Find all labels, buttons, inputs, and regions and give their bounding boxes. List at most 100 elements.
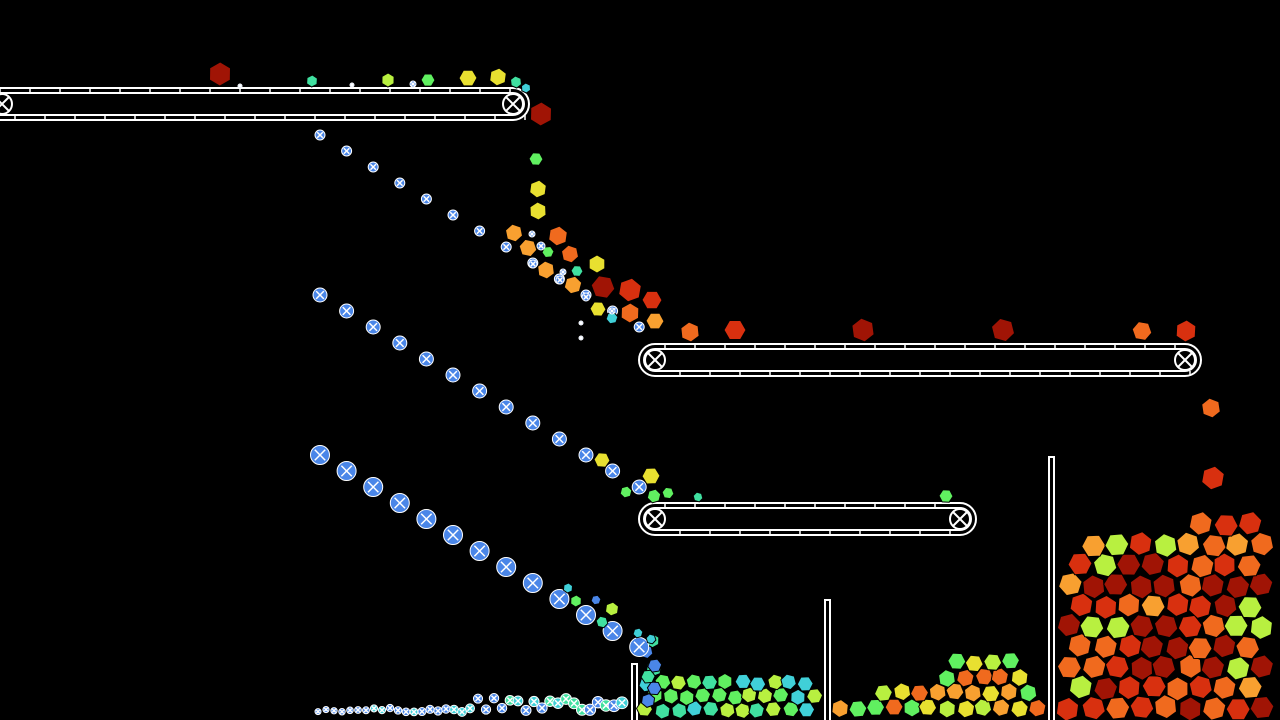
particle — [692, 491, 704, 503]
particle — [1225, 574, 1251, 600]
ball-mark — [422, 354, 431, 364]
particle — [420, 73, 436, 87]
particle — [1154, 694, 1178, 720]
roller-spoke — [0, 96, 10, 108]
particle — [1201, 397, 1221, 419]
particle — [509, 75, 523, 89]
ball-mark — [498, 704, 506, 712]
particle — [702, 700, 720, 717]
roller — [0, 93, 13, 115]
particle — [529, 101, 553, 127]
ball-mark — [238, 84, 242, 88]
particle — [790, 688, 806, 706]
particle — [1249, 654, 1274, 679]
particle — [694, 687, 712, 704]
particle — [1067, 552, 1093, 576]
ball-mark — [371, 705, 377, 711]
ball-mark — [420, 513, 433, 525]
particle — [306, 74, 318, 88]
ball-mark — [530, 698, 538, 705]
particle — [647, 658, 663, 673]
particle — [1055, 696, 1080, 720]
particle — [938, 669, 956, 688]
particle — [686, 700, 703, 717]
particle — [654, 702, 671, 720]
particle — [645, 312, 665, 330]
particle — [678, 689, 695, 707]
particle — [1213, 552, 1236, 578]
particle — [640, 693, 656, 708]
conveyors — [0, 87, 1202, 536]
particle — [1165, 635, 1190, 661]
particle — [903, 698, 921, 718]
roller — [949, 508, 971, 530]
ball-mark — [506, 697, 514, 704]
ball-mark — [635, 323, 643, 331]
particle — [748, 702, 765, 719]
particle — [1130, 655, 1154, 681]
particle — [640, 669, 656, 684]
particle — [595, 615, 609, 629]
particle — [661, 486, 675, 500]
particle — [1237, 511, 1263, 536]
ball-mark — [368, 322, 378, 332]
particle — [831, 699, 849, 719]
ball-mark — [476, 227, 483, 235]
ball-mark — [562, 695, 570, 703]
particle — [1179, 696, 1202, 720]
ball-mark — [403, 709, 409, 715]
particle — [1188, 511, 1213, 536]
ball-mark — [449, 211, 457, 219]
roller — [1174, 349, 1196, 371]
particle — [1129, 614, 1155, 639]
particle — [1118, 633, 1143, 659]
ball-mark — [350, 83, 354, 87]
ball-mark — [502, 243, 510, 251]
ball-mark — [557, 277, 563, 283]
ball-mark — [475, 386, 484, 396]
particle — [1213, 514, 1239, 537]
particle — [1019, 683, 1038, 703]
particle — [796, 676, 814, 692]
particle — [641, 467, 661, 485]
wall — [824, 599, 831, 720]
particle — [1226, 656, 1251, 681]
particle — [1056, 655, 1082, 679]
particle — [1175, 319, 1197, 343]
particle — [1190, 553, 1215, 579]
particle — [964, 654, 984, 673]
ball-mark — [594, 698, 602, 706]
ball-mark — [546, 697, 554, 705]
wall — [631, 663, 638, 720]
particle — [562, 582, 574, 594]
particle — [663, 687, 679, 705]
ball-mark — [579, 321, 583, 325]
ball-mark — [387, 705, 393, 711]
particle — [560, 244, 580, 264]
particle — [947, 652, 967, 670]
particle — [749, 676, 767, 692]
particle — [1068, 674, 1093, 700]
ball-mark — [315, 709, 321, 714]
particle — [1056, 612, 1082, 638]
ball-mark — [490, 695, 498, 702]
particle — [909, 684, 930, 702]
ball-mark — [522, 707, 530, 714]
ball-mark — [581, 450, 591, 460]
particle — [1129, 695, 1155, 719]
ball-mark — [379, 707, 385, 713]
ball-mark — [394, 497, 406, 509]
conveyor — [638, 343, 1202, 377]
ball-mark — [474, 695, 482, 702]
ball-mark — [606, 625, 619, 637]
particle — [1202, 696, 1227, 720]
particle — [734, 673, 752, 690]
particle — [1152, 573, 1176, 599]
roller — [644, 508, 666, 530]
particle — [701, 674, 719, 691]
ball-mark — [395, 707, 401, 713]
particle — [670, 674, 687, 691]
particle — [520, 82, 532, 94]
particle — [381, 72, 395, 88]
